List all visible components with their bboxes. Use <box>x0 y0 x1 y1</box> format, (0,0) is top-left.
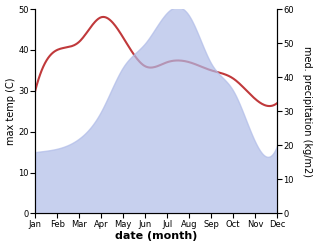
Y-axis label: med. precipitation (kg/m2): med. precipitation (kg/m2) <box>302 46 313 177</box>
Y-axis label: max temp (C): max temp (C) <box>5 78 16 145</box>
X-axis label: date (month): date (month) <box>115 231 197 242</box>
